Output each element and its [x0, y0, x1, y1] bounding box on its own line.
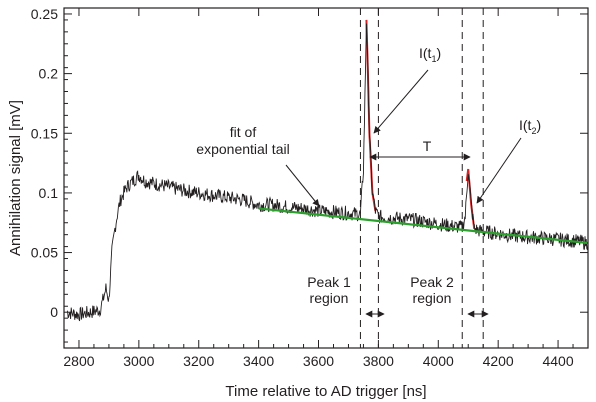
i-t1-text: I(t: [419, 45, 432, 61]
svg-text:I(t1): I(t1): [419, 45, 441, 64]
period-label: T: [423, 138, 432, 154]
i-t2-label: I(t2): [519, 117, 541, 136]
fit-label-line-1: fit of: [230, 124, 257, 140]
plot-frame: [63, 7, 589, 349]
i-t1-subscript: 1: [431, 54, 436, 64]
y-tick-label: 0.25: [31, 6, 58, 22]
y-tick-label: 0.2: [39, 66, 59, 82]
fit-series-line: [258, 207, 588, 245]
peak2-label-line-2: region: [413, 290, 452, 306]
peak2-label-line-1: Peak 2: [410, 274, 454, 290]
peak1-label-line-2: region: [310, 290, 349, 306]
x-tick-label: 3200: [183, 353, 214, 369]
x-tick-label: 3800: [363, 353, 394, 369]
y-tick-label: 0.15: [31, 125, 58, 141]
annotations: fit of exponential tail I(t1) I(t2) T Pe…: [196, 45, 541, 318]
x-axis-title: Time relative to AD trigger [ns]: [225, 383, 426, 400]
i-t1-label: I(t1): [419, 45, 441, 64]
i-t1-close: ): [436, 45, 441, 61]
svg-text:I(t2): I(t2): [519, 117, 541, 136]
i-t2-close: ): [536, 117, 541, 133]
i-t1-pointer-arrow: [373, 69, 429, 134]
x-tick-label: 3400: [243, 353, 274, 369]
y-axis-title: Annihilation signal [mV]: [7, 100, 24, 256]
x-tick-label: 3600: [303, 353, 334, 369]
y-tick-label: 0: [50, 304, 58, 320]
x-tick-label: 4200: [483, 353, 514, 369]
x-tick-label: 2800: [63, 353, 94, 369]
i-t2-subscript: 2: [531, 126, 536, 136]
y-tick-label: 0.05: [31, 245, 58, 261]
peak1-label-line-1: Peak 1: [307, 274, 351, 290]
x-tick-label: 4000: [423, 353, 454, 369]
fit-label-line-2: exponential tail: [196, 141, 289, 157]
x-tick-label: 4400: [542, 353, 573, 369]
y-tick-label: 0.1: [39, 185, 59, 201]
fit-pointer-arrow: [285, 164, 320, 207]
signal-series-line: [66, 23, 588, 322]
i-t2-pointer-arrow: [476, 137, 522, 204]
i-t2-text: I(t: [519, 117, 532, 133]
plot-area: [66, 8, 588, 348]
x-tick-label: 3000: [123, 353, 154, 369]
axes-ticks: 2800 3000 3200 3400 3600 3800 4000 4200 4400 0 0.0…: [31, 6, 589, 369]
